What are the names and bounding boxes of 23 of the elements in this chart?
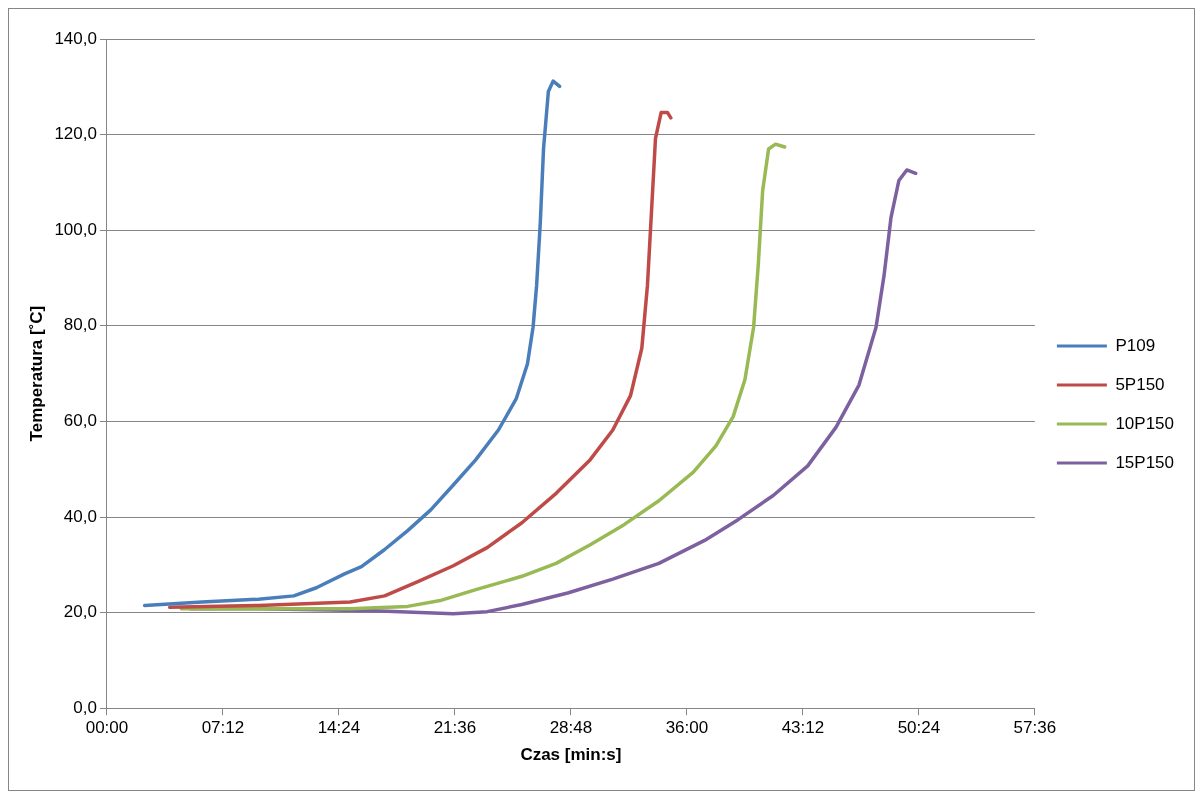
y-tick-label: 20,0 [63,602,97,622]
legend-label: 15P150 [1115,452,1175,472]
y-axis-title: Temperatura [˚C] [26,305,46,442]
x-tick-label: 28:48 [549,718,593,738]
legend-label: 10P150 [1115,413,1175,433]
y-tick-label: 80,0 [63,315,97,335]
legend-label: 5P150 [1115,374,1165,394]
x-tick-label: 43:12 [781,718,825,738]
y-tick-label: 40,0 [63,506,97,526]
y-tick-label: 100,0 [54,219,97,239]
x-tick-label: 07:12 [201,718,245,738]
x-tick-label: 50:24 [897,718,941,738]
x-axis-title: Czas [min:s] [520,745,622,765]
y-tick-label: 0,0 [73,697,97,717]
y-tick-label: 140,0 [54,28,97,48]
x-tick-label: 00:00 [85,718,129,738]
y-tick-label: 60,0 [63,411,97,431]
x-tick-label: 21:36 [433,718,477,738]
legend-label: P109 [1115,335,1156,355]
x-tick-label: 14:24 [317,718,361,738]
y-tick-label: 120,0 [54,124,97,144]
x-tick-label: 36:00 [665,718,709,738]
x-tick-label: 57:36 [1013,718,1057,738]
